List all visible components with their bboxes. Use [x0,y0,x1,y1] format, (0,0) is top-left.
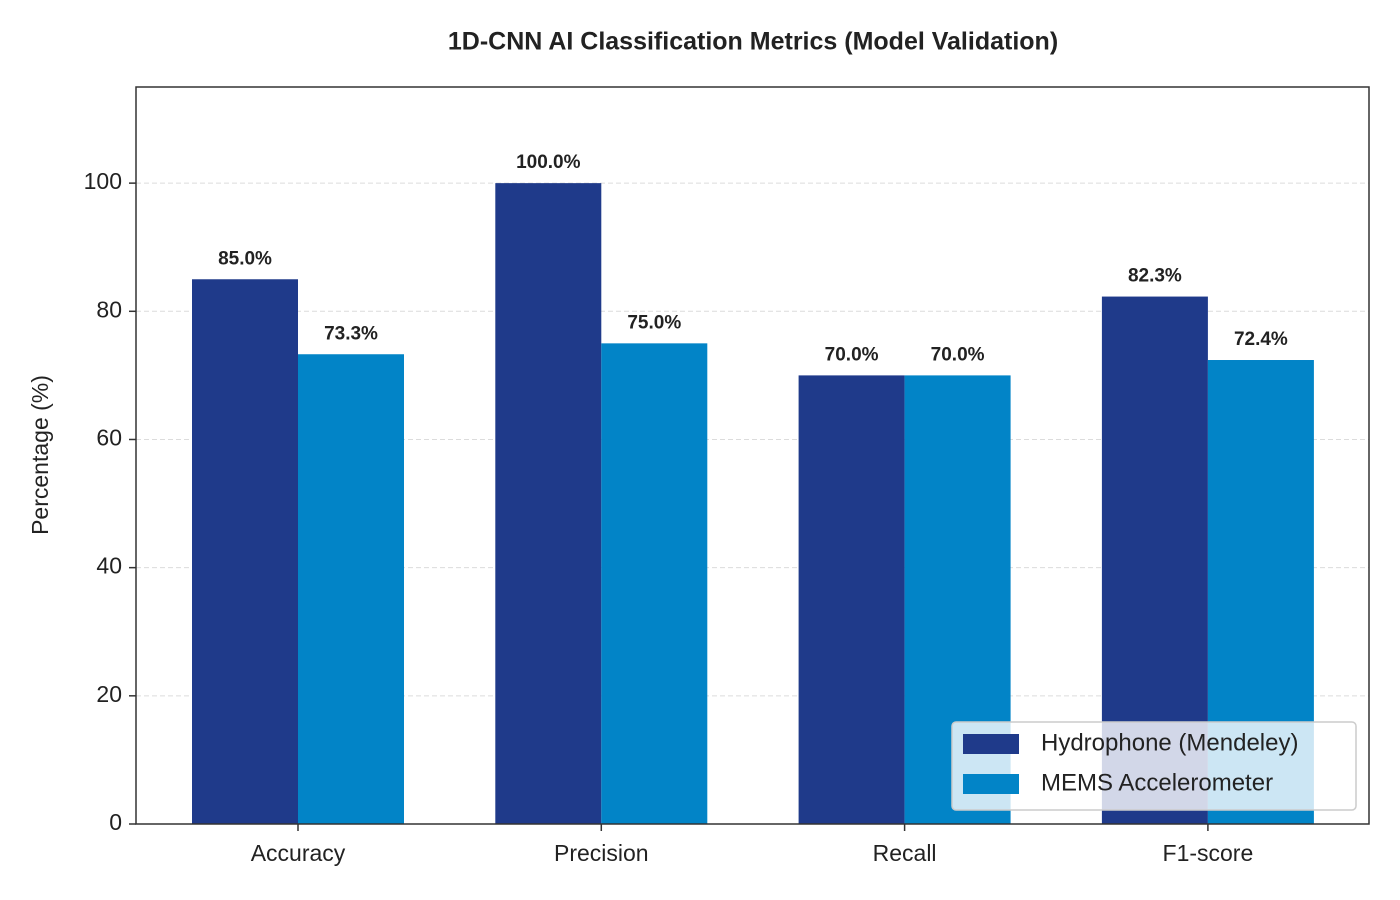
bar [298,354,404,824]
value-label: 75.0% [627,312,681,333]
legend-swatch [963,774,1019,794]
y-tick-label: 0 [109,809,122,835]
value-label: 85.0% [218,248,272,269]
value-label: 70.0% [931,344,985,365]
y-tick-label: 40 [96,553,122,579]
y-axis-label: Percentage (%) [27,375,53,535]
y-tick-label: 100 [84,168,122,194]
legend-box [951,721,1357,811]
chart-title: 1D-CNN AI Classification Metrics (Model … [448,28,1058,56]
legend-swatch [963,734,1019,754]
legend-label: MEMS Accelerometer [1041,769,1273,796]
value-label: 70.0% [825,344,879,365]
bar [798,375,905,824]
x-tick-label: F1-score [1163,840,1254,866]
value-label: 82.3% [1128,266,1182,287]
bar [601,343,708,824]
y-tick-label: 20 [96,681,122,707]
bar [495,183,602,824]
bar [192,279,298,824]
plot-frame [135,86,1370,825]
x-tick-label: Recall [873,840,937,866]
y-tick-label: 80 [96,296,122,322]
x-tick-label: Accuracy [251,840,346,866]
legend-label: Hydrophone (Mendeley) [1041,729,1298,756]
y-tick-label: 60 [96,425,122,451]
value-label: 100.0% [516,152,581,173]
value-label: 72.4% [1234,329,1288,350]
x-tick-label: Precision [554,840,649,866]
value-label: 73.3% [324,323,378,344]
